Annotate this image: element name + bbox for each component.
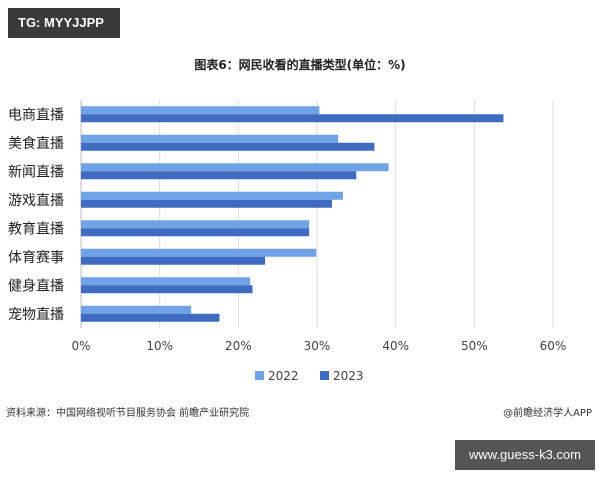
bar-2023	[81, 171, 357, 180]
legend-swatch	[255, 371, 264, 380]
category-label: 教育直播	[8, 220, 64, 237]
x-tick-label: 20%	[225, 339, 252, 353]
x-tick-label: 40%	[382, 339, 409, 353]
x-tick-label: 60%	[540, 339, 567, 353]
bar-2022	[81, 248, 317, 257]
legend-swatch	[320, 371, 329, 380]
category-label: 美食直播	[8, 135, 64, 152]
category-label: 体育赛事	[8, 250, 64, 266]
bar-2022	[81, 277, 251, 286]
bar-2023	[81, 142, 375, 151]
watermark-label: TG: MYYJJPP	[8, 8, 120, 38]
category-label: 健身直播	[8, 277, 64, 294]
bar-2023	[81, 199, 332, 208]
legend-label: 2023	[333, 369, 364, 383]
bar-2022	[81, 106, 320, 115]
bar-2022	[81, 220, 310, 229]
bar-chart: 0% 10% 20% 30% 40% 50% 60% 电商直播美食直播新闻直播游戏直播教育直播…	[8, 100, 567, 383]
category-label: 游戏直播	[8, 192, 64, 209]
bar-2023	[81, 285, 253, 294]
x-tick-label: 30%	[304, 339, 331, 353]
bar-2022	[81, 305, 192, 314]
legend-label: 2022	[268, 369, 299, 383]
x-tick-label: 10%	[146, 339, 173, 353]
bar-2023	[81, 256, 266, 265]
chart-title: 图表6：网民收看的直播类型(单位：%)	[194, 58, 406, 72]
bar-2022	[81, 134, 339, 143]
x-tick-label: 0%	[71, 339, 90, 353]
category-label: 新闻直播	[8, 163, 64, 180]
brand-label: @前瞻经济学人APP	[503, 408, 592, 419]
bar-2023	[81, 313, 220, 322]
category-label: 宠物直播	[8, 306, 64, 323]
site-watermark: www.guess-k3.com	[455, 440, 595, 470]
bar-2023	[81, 228, 310, 237]
x-tick-label: 50%	[461, 339, 488, 353]
bar-2022	[81, 191, 343, 200]
source-note: 资料来源：中国网络视听节目服务协会 前瞻产业研究院	[6, 408, 250, 419]
bar-2022	[81, 163, 389, 172]
category-label: 电商直播	[8, 106, 64, 123]
bar-2023	[81, 114, 504, 123]
